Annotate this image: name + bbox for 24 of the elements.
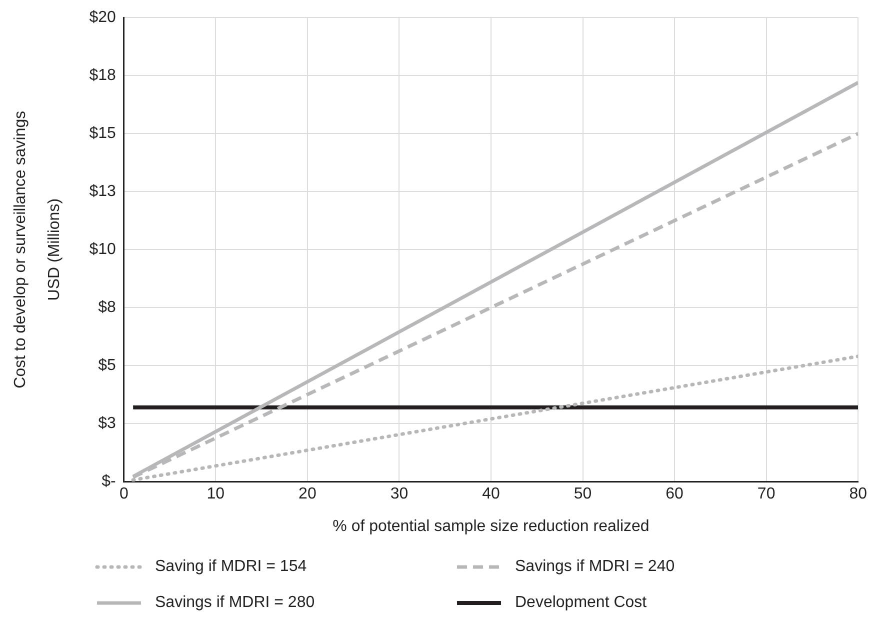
y-axis-title: Cost to develop or surveillance savings USD (Millions) <box>12 110 63 388</box>
x-tick-label: 10 <box>206 486 225 503</box>
y-tick-label: $3 <box>98 415 116 432</box>
y-tick-label: $8 <box>98 299 116 316</box>
x-axis-title: % of potential sample size reduction realized <box>332 518 650 535</box>
x-tick-label: 50 <box>574 486 592 503</box>
y-tick-label: $- <box>102 473 116 490</box>
legend-label: Savings if MDRI = 280 <box>155 594 315 612</box>
y-tick-label: $10 <box>89 241 116 258</box>
legend-label: Development Cost <box>515 594 647 612</box>
y-tick-label: $5 <box>98 357 116 374</box>
x-tick-label: 0 <box>119 486 128 503</box>
x-tick-label: 60 <box>666 486 684 503</box>
y-tick-label: $13 <box>89 183 116 200</box>
y-tick-label: $15 <box>89 125 116 142</box>
x-tick-label: 80 <box>849 486 868 503</box>
legend-label: Saving if MDRI = 154 <box>155 558 307 576</box>
x-tick-label: 20 <box>298 486 316 503</box>
x-tick-label: 70 <box>757 486 776 503</box>
x-tick-label: 30 <box>390 486 408 503</box>
y-tick-label: $20 <box>89 9 116 26</box>
x-tick-label: 40 <box>482 486 500 503</box>
legend-label: Savings if MDRI = 240 <box>515 558 675 576</box>
y-tick-label: $18 <box>89 67 116 84</box>
